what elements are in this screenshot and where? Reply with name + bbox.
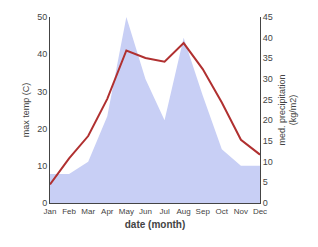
svg-text:Jun: Jun [139,207,152,216]
svg-text:Sep: Sep [196,207,211,216]
svg-text:10: 10 [37,161,47,171]
svg-text:25: 25 [263,95,273,105]
svg-text:30: 30 [263,74,273,84]
svg-text:10: 10 [263,157,273,167]
svg-text:20: 20 [263,115,273,125]
svg-text:45: 45 [263,12,273,22]
svg-text:0: 0 [42,198,47,208]
svg-text:0: 0 [263,198,268,208]
svg-text:May: May [119,207,134,216]
svg-text:15: 15 [263,136,273,146]
svg-text:50: 50 [37,12,47,22]
svg-text:Feb: Feb [62,207,76,216]
svg-text:Aug: Aug [177,207,191,216]
svg-text:Nov: Nov [234,207,248,216]
svg-text:Mar: Mar [81,207,95,216]
svg-text:20: 20 [37,124,47,134]
svg-text:max temp (C): max temp (C) [21,83,31,138]
svg-text:30: 30 [37,87,47,97]
svg-text:Apr: Apr [101,207,114,216]
svg-text:med. precipitation(kg/m2): med. precipitation(kg/m2) [277,74,299,145]
svg-text:5: 5 [263,177,268,187]
svg-text:Oct: Oct [216,207,229,216]
svg-text:Dec: Dec [253,207,267,216]
svg-text:Jul: Jul [159,207,169,216]
svg-text:40: 40 [37,49,47,59]
svg-text:35: 35 [263,53,273,63]
svg-text:date (month): date (month) [125,219,186,230]
svg-text:40: 40 [263,33,273,43]
svg-text:Jan: Jan [44,207,57,216]
